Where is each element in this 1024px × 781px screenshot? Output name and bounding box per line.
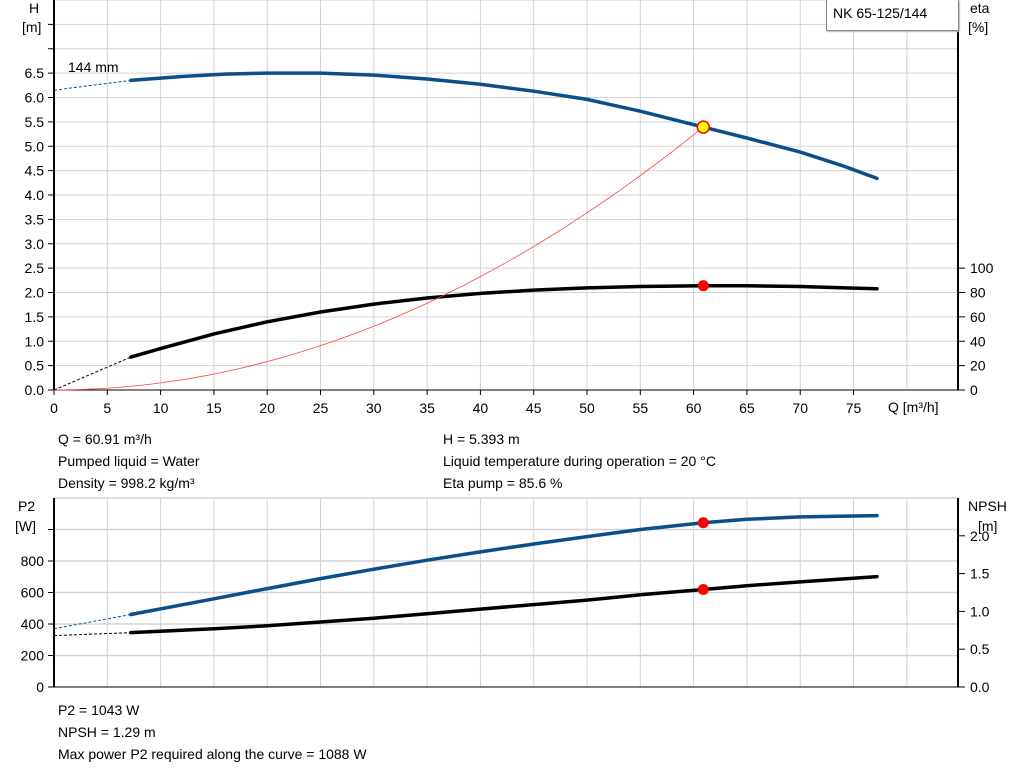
npsh-axis-label: NPSH	[968, 498, 1007, 514]
info-h: H = 5.393 m	[443, 431, 520, 447]
left-axis-tick-label: 3.5	[25, 211, 45, 227]
x-axis-tick-label: 60	[686, 400, 702, 416]
eta-curve	[129, 283, 879, 359]
h-curve-extrapolated	[53, 79, 131, 91]
legend-pump-name: NK 65-125/144	[826, 0, 959, 31]
x-axis-tick-label: 25	[313, 400, 329, 416]
left-axis-tick-label: 600	[21, 585, 45, 601]
right-axis-tick-label: 80	[970, 285, 986, 301]
eta-axis-label: eta	[970, 0, 990, 16]
x-axis-tick-label: 10	[153, 400, 169, 416]
info-temperature: Liquid temperature during operation = 20…	[443, 453, 716, 469]
h-axis-label: H	[29, 0, 40, 16]
x-axis-tick-label: 70	[792, 400, 808, 416]
left-axis-tick-label: 0.0	[25, 382, 45, 398]
npsh-axis-unit: [m]	[978, 518, 998, 534]
duty-point-npsh	[697, 583, 709, 595]
left-axis-tick-label: 4.0	[25, 187, 45, 203]
left-axis-tick-label: 0.5	[25, 358, 45, 374]
npsh-curve	[129, 574, 879, 635]
left-axis-tick-label: 5.5	[25, 114, 45, 130]
left-axis-tick-label: 1.5	[25, 309, 45, 325]
right-axis-tick-label: 0.5	[970, 641, 990, 657]
p2-curve-extrapolated	[53, 614, 131, 630]
npsh-curve-extrapolated	[53, 632, 131, 637]
right-axis-tick-label: 2.0	[970, 528, 990, 544]
duty-point-eta	[697, 280, 709, 292]
x-axis-tick-label: 35	[419, 400, 435, 416]
right-axis-tick-label: 100	[970, 260, 994, 276]
left-axis-tick-label: 3.0	[25, 236, 45, 252]
h-axis-unit: [m]	[22, 19, 42, 35]
info-max-p2: Max power P2 required along the curve = …	[58, 746, 367, 762]
x-axis-tick-label: 75	[846, 400, 862, 416]
left-axis-tick-label: 0	[36, 679, 44, 695]
right-axis-tick-label: 0	[970, 382, 978, 398]
p2-axis-label: P2	[18, 498, 36, 514]
x-axis-tick-label: 50	[579, 400, 595, 416]
right-axis-tick-label: 1.5	[970, 566, 990, 582]
duty-point-h	[696, 120, 711, 134]
left-axis-tick-label: 6.5	[25, 65, 45, 81]
duty-point-p2	[697, 517, 709, 529]
right-axis-tick-label: 40	[970, 333, 986, 349]
p2-curve	[129, 513, 879, 617]
x-axis-tick-label: 55	[633, 400, 649, 416]
eta-curve-extrapolated	[53, 356, 131, 391]
x-axis-tick-label: 65	[739, 400, 755, 416]
info-q: Q = 60.91 m³/h	[58, 431, 152, 447]
left-axis-tick-label: 2.0	[25, 285, 45, 301]
left-axis-tick-label: 1.0	[25, 333, 45, 349]
right-axis-tick-label: 0.0	[970, 679, 990, 695]
right-axis-tick-label: 60	[970, 309, 986, 325]
left-axis-tick-label: 800	[21, 553, 45, 569]
x-axis-tick-label: 30	[366, 400, 382, 416]
info-density: Density = 998.2 kg/m³	[58, 475, 195, 491]
info-npsh: NPSH = 1.29 m	[58, 724, 156, 740]
x-axis-tick-label: 15	[206, 400, 222, 416]
right-axis-tick-label: 20	[970, 358, 986, 374]
left-axis-tick-label: 4.5	[25, 163, 45, 179]
x-axis-tick-label: 45	[526, 400, 542, 416]
info-p2: P2 = 1043 W	[58, 702, 140, 718]
x-axis-tick-label: 5	[103, 400, 111, 416]
x-axis-tick-label: 0	[50, 400, 58, 416]
x-axis-tick-label: 20	[259, 400, 275, 416]
q-axis-label: Q [m³/h]	[888, 399, 939, 415]
eta-axis-unit: [%]	[968, 19, 989, 35]
p2-axis-unit: [W]	[15, 518, 36, 534]
left-axis-tick-label: 200	[21, 648, 45, 664]
x-axis-tick-label: 40	[473, 400, 489, 416]
left-axis-tick-label: 6.0	[25, 90, 45, 106]
right-axis-tick-label: 1.0	[970, 603, 990, 619]
impeller-diameter-label: 144 mm	[68, 59, 119, 75]
h-curve	[129, 71, 879, 181]
left-axis-tick-label: 5.0	[25, 138, 45, 154]
left-axis-tick-label: 400	[21, 616, 45, 632]
system-curve	[53, 126, 704, 391]
info-liquid: Pumped liquid = Water	[58, 453, 200, 469]
info-eta: Eta pump = 85.6 %	[443, 475, 563, 491]
left-axis-tick-label: 2.5	[25, 260, 45, 276]
